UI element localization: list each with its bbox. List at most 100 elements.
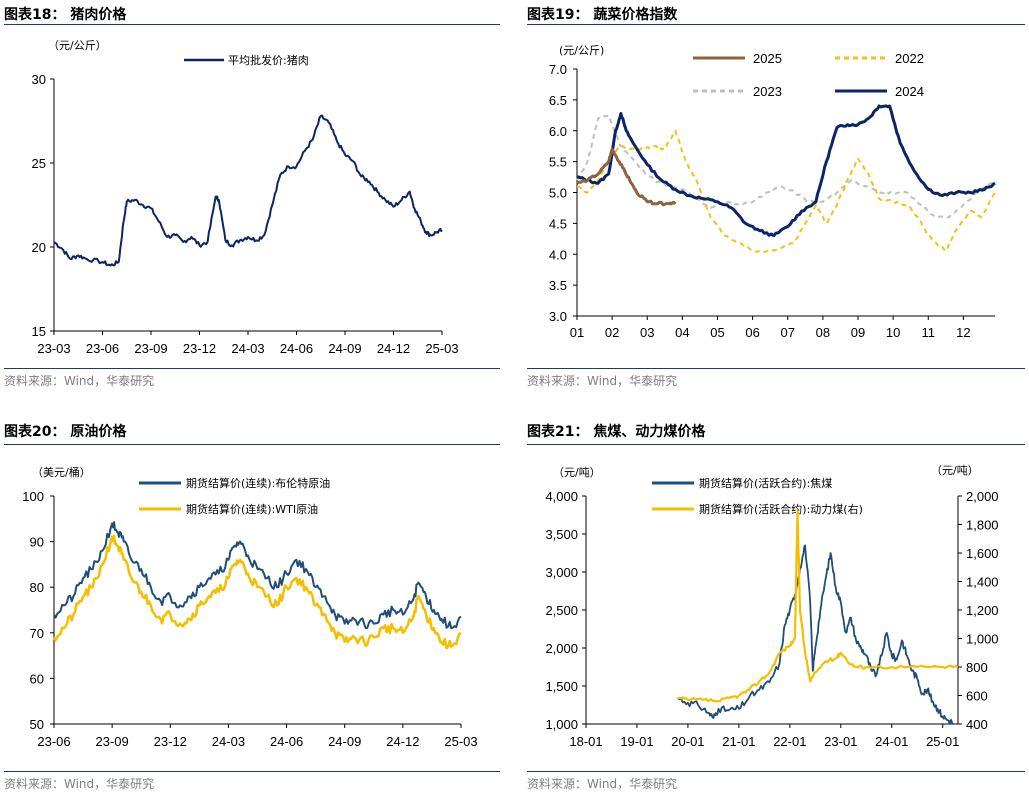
series-line bbox=[576, 114, 996, 219]
legend-label: 平均批发价:猪肉 bbox=[228, 53, 309, 67]
x-tick-label: 12 bbox=[956, 325, 970, 340]
y-tick-label: 4.0 bbox=[549, 247, 567, 262]
y-tick-label-right: 1,800 bbox=[966, 518, 999, 533]
chart-title: 图表19： 蔬菜价格指数 bbox=[527, 7, 678, 23]
y-tick-label-right: 1,400 bbox=[966, 575, 999, 590]
x-tick-label: 06 bbox=[745, 325, 759, 340]
y-tick-label: 80 bbox=[30, 580, 44, 595]
chart-title: 图表18： 猪肉价格 bbox=[4, 7, 127, 23]
chart-panel-pork: 图表18： 猪肉价格 （元/公斤） 15 20 25 30 23-03 23-06 23-09… bbox=[4, 0, 500, 395]
series-line bbox=[576, 104, 996, 238]
chart-panel-coal: 图表21： 焦煤、动力煤价格 （元/吨） （元/吨） 1,000 1,500 2,000… bbox=[527, 403, 1025, 795]
y-tick-label-right: 1,200 bbox=[966, 603, 999, 618]
x-tick-label: 25-01 bbox=[926, 734, 959, 749]
title-divider bbox=[4, 444, 500, 445]
x-tick-label: 25-03 bbox=[425, 341, 458, 356]
x-tick-label: 10 bbox=[886, 325, 900, 340]
x-tick-label: 19-01 bbox=[620, 734, 653, 749]
x-tick-label: 25-03 bbox=[444, 734, 477, 749]
source-divider bbox=[527, 368, 1025, 369]
y-tick-label: 7.0 bbox=[549, 62, 567, 77]
unit-label-left: （元/吨） bbox=[553, 466, 601, 479]
x-tick-label: 01 bbox=[570, 325, 584, 340]
y-tick-label-left: 1,000 bbox=[545, 717, 578, 732]
y-tick-label: 6.0 bbox=[549, 124, 567, 139]
x-tick-label: 07 bbox=[781, 325, 795, 340]
x-tick-label: 24-06 bbox=[280, 341, 313, 356]
unit-label: （美元/桶） bbox=[32, 465, 91, 479]
y-tick-label: 3.0 bbox=[549, 309, 567, 324]
crude-oil-chart: （美元/桶） 50 60 70 80 90 100 23-06 23-09 23-12 24-03 2… bbox=[22, 465, 477, 749]
x-tick-label: 23-06 bbox=[86, 341, 119, 356]
series-line-thermal-coal bbox=[677, 509, 959, 703]
y-tick-label-left: 3,000 bbox=[545, 565, 578, 580]
x-tick-label: 22-01 bbox=[773, 734, 806, 749]
source-note: 资料来源：Wind，华泰研究 bbox=[527, 374, 678, 388]
source-divider bbox=[527, 771, 1025, 772]
y-tick-label-right: 400 bbox=[966, 717, 988, 732]
legend-label: 期货结算价(活跃合约):焦煤 bbox=[699, 476, 832, 490]
x-tick-label: 24-03 bbox=[212, 734, 245, 749]
x-tick-label: 09 bbox=[851, 325, 865, 340]
y-tick-label-right: 600 bbox=[966, 689, 988, 704]
x-tick-label: 24-12 bbox=[377, 341, 410, 356]
pork-price-chart: （元/公斤） 15 20 25 30 23-03 23-06 23-09 23-12 24-03 2… bbox=[32, 39, 459, 356]
y-tick-label: 50 bbox=[30, 717, 44, 732]
x-tick-label: 23-09 bbox=[134, 341, 167, 356]
x-tick-label: 24-06 bbox=[270, 734, 303, 749]
series-line bbox=[53, 114, 443, 267]
y-tick-label-right: 1,600 bbox=[966, 546, 999, 561]
legend-label: 期货结算价(活跃合约):动力煤(右) bbox=[699, 502, 863, 516]
y-tick-label: 25 bbox=[32, 156, 46, 171]
x-tick-label: 24-12 bbox=[386, 734, 419, 749]
series-line-brent bbox=[53, 521, 462, 630]
y-tick-label-left: 2,500 bbox=[545, 603, 578, 618]
chart-panel-vegetables: 图表19： 蔬菜价格指数 (元/公斤) 3.0 3.5 4.0 4.5 5.0 5.5 6.0… bbox=[527, 0, 1025, 395]
x-tick-label: 23-06 bbox=[37, 734, 70, 749]
y-tick-label: 5.0 bbox=[549, 186, 567, 201]
x-tick-label: 24-09 bbox=[328, 734, 361, 749]
legend-label: 2023 bbox=[753, 84, 782, 99]
x-tick-label: 24-09 bbox=[328, 341, 361, 356]
x-tick-label: 08 bbox=[816, 325, 830, 340]
unit-label-right: （元/吨） bbox=[931, 464, 979, 477]
legend-label: 2024 bbox=[895, 84, 924, 99]
source-divider bbox=[4, 771, 500, 772]
title-divider bbox=[527, 24, 1025, 25]
series-line bbox=[576, 129, 996, 253]
y-tick-label-left: 1,500 bbox=[545, 679, 578, 694]
y-tick-label-right: 800 bbox=[966, 660, 988, 675]
chart-title: 图表20： 原油价格 bbox=[4, 424, 127, 440]
legend-label: 期货结算价(连续):布伦特原油 bbox=[186, 476, 330, 490]
x-tick-label: 21-01 bbox=[722, 734, 755, 749]
x-tick-label: 03 bbox=[640, 325, 654, 340]
y-tick-label: 4.5 bbox=[549, 216, 567, 231]
y-tick-label-right: 1,000 bbox=[966, 632, 999, 647]
x-tick-label: 24-03 bbox=[231, 341, 264, 356]
x-tick-label: 05 bbox=[710, 325, 724, 340]
y-tick-label: 100 bbox=[22, 489, 44, 504]
y-tick-label: 30 bbox=[32, 72, 46, 87]
y-tick-label: 20 bbox=[32, 240, 46, 255]
y-tick-label: 3.5 bbox=[549, 278, 567, 293]
vegetable-price-chart: (元/公斤) 3.0 3.5 4.0 4.5 5.0 5.5 6.0 6.5 7.0 01 02 03 0… bbox=[549, 44, 996, 340]
title-divider bbox=[4, 24, 500, 25]
chart-panel-crude-oil: 图表20： 原油价格 （美元/桶） 50 60 70 80 90 100 23-06 23-09… bbox=[4, 403, 500, 795]
x-tick-label: 02 bbox=[605, 325, 619, 340]
source-note: 资料来源：Wind，华泰研究 bbox=[4, 777, 155, 791]
x-tick-label: 23-01 bbox=[824, 734, 857, 749]
x-tick-label: 24-01 bbox=[875, 734, 908, 749]
source-note: 资料来源：Wind，华泰研究 bbox=[4, 374, 155, 388]
y-tick-label: 15 bbox=[32, 324, 46, 339]
y-tick-label-left: 4,000 bbox=[545, 489, 578, 504]
y-tick-label: 5.5 bbox=[549, 155, 567, 170]
y-tick-label-left: 2,000 bbox=[545, 641, 578, 656]
legend-label: 期货结算价(连续):WTI原油 bbox=[186, 502, 318, 516]
series-line-coking-coal bbox=[677, 544, 954, 725]
x-tick-label: 23-12 bbox=[183, 341, 216, 356]
x-tick-label: 23-03 bbox=[37, 341, 70, 356]
legend-label: 2025 bbox=[753, 51, 782, 66]
legend-label: 2022 bbox=[895, 51, 924, 66]
x-tick-label: 18-01 bbox=[569, 734, 602, 749]
x-tick-label: 23-09 bbox=[96, 734, 129, 749]
